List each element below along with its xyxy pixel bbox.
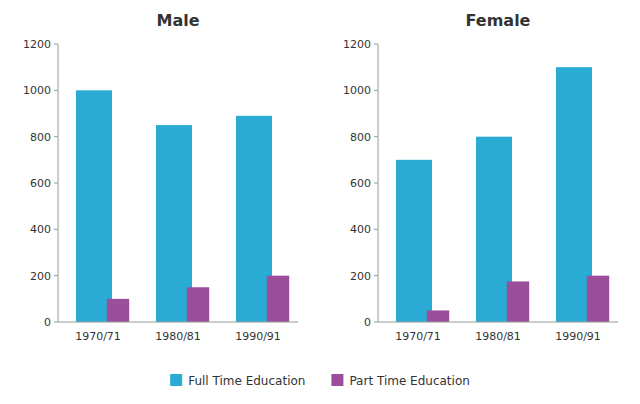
bar: Full Time Education — [76, 90, 112, 322]
x-axis-line — [378, 322, 618, 323]
y-tick-label: 800 — [30, 131, 51, 144]
x-tick-label: 1980/81 — [475, 330, 521, 343]
y-axis-line — [378, 44, 379, 322]
y-axis-line — [58, 44, 59, 322]
x-tick-label: 1980/81 — [155, 330, 201, 343]
legend-swatch — [331, 374, 343, 386]
y-tick-label: 0 — [44, 316, 51, 329]
legend-label: Full Time Education — [188, 374, 305, 388]
bar: Part Time Education — [267, 276, 289, 322]
bar: Part Time Education — [587, 276, 609, 322]
y-tick-label: 200 — [350, 270, 371, 283]
legend-swatch — [170, 374, 182, 386]
tick-mark — [54, 90, 58, 91]
bar: Part Time Education — [427, 310, 449, 322]
panel: Female 0 200 400 600 800 1000 1200 Full Time Edu… — [343, 11, 618, 343]
x-tick-label: 1970/71 — [75, 330, 121, 343]
y-tick-label: 600 — [30, 177, 51, 190]
legend: Full Time Education Part Time Education — [170, 374, 470, 388]
tick-mark — [374, 136, 378, 137]
y-tick-label: 0 — [364, 316, 371, 329]
bar: Full Time Education — [396, 160, 432, 322]
tick-mark — [374, 275, 378, 276]
x-tick-label: 1970/71 — [395, 330, 441, 343]
bar: Full Time Education — [156, 125, 192, 322]
tick-mark — [54, 136, 58, 137]
tick-mark — [374, 322, 378, 323]
y-tick-label: 200 — [30, 270, 51, 283]
y-tick-label: 1000 — [23, 84, 51, 97]
x-axis-line — [58, 322, 298, 323]
x-tick-label: 1990/91 — [235, 330, 281, 343]
x-tick-label: 1990/91 — [555, 330, 601, 343]
tick-mark — [374, 44, 378, 45]
bars: Full Time Education Full Time Education Fu… — [76, 90, 289, 322]
y-tick-label: 400 — [350, 223, 371, 236]
bar: Full Time Education — [476, 137, 512, 322]
bars: Full Time Education Full Time Education Fu… — [396, 67, 609, 322]
bar: Part Time Education — [507, 281, 529, 322]
bar: Full Time Education — [556, 67, 592, 322]
y-tick-label: 1200 — [23, 38, 51, 51]
panel: Male 0 200 400 600 800 1000 1200 Full Time Educa… — [23, 11, 298, 343]
bar: Part Time Education — [107, 299, 129, 322]
tick-mark — [54, 275, 58, 276]
tick-mark — [54, 229, 58, 230]
tick-mark — [374, 229, 378, 230]
chart-title: Female — [466, 11, 531, 30]
chart-title: Male — [156, 11, 199, 30]
tick-mark — [374, 90, 378, 91]
y-tick-label: 400 — [30, 223, 51, 236]
tick-mark — [54, 322, 58, 323]
y-tick-label: 800 — [350, 131, 371, 144]
legend-label: Part Time Education — [349, 374, 469, 388]
legend-item: Part Time Education — [331, 374, 469, 388]
y-tick-label: 600 — [350, 177, 371, 190]
tick-mark — [54, 44, 58, 45]
y-tick-label: 1200 — [343, 38, 371, 51]
chart-root: Male 0 200 400 600 800 1000 1200 Full Time Educa… — [0, 0, 640, 404]
bar: Part Time Education — [187, 287, 209, 322]
legend-item: Full Time Education — [170, 374, 305, 388]
bar: Full Time Education — [236, 116, 272, 322]
tick-mark — [54, 183, 58, 184]
y-tick-label: 1000 — [343, 84, 371, 97]
tick-mark — [374, 183, 378, 184]
